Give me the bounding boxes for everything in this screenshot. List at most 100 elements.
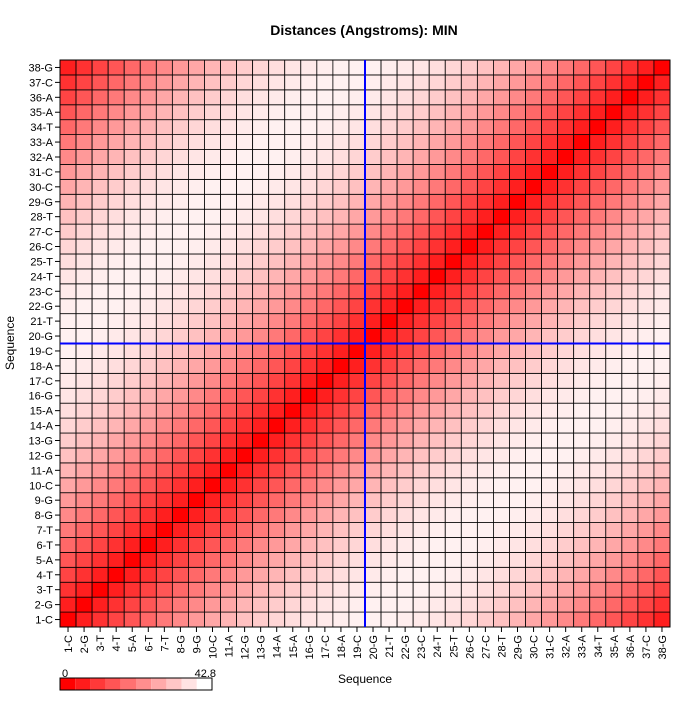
heatmap-cell: [412, 193, 430, 210]
heatmap-cell: [155, 164, 173, 180]
heatmap-cell: [284, 283, 302, 300]
x-tick-label: 13-G: [256, 635, 268, 659]
heatmap-cell: [332, 283, 350, 300]
heatmap-cell: [396, 328, 414, 344]
heatmap-cell: [171, 283, 189, 300]
heatmap-cell: [204, 223, 221, 240]
heatmap-cell: [509, 104, 526, 121]
heatmap-cell: [107, 372, 125, 389]
heatmap-cell: [444, 193, 462, 210]
heatmap-cell: [493, 507, 510, 523]
heatmap-cell: [348, 328, 366, 344]
heatmap-cell: [348, 89, 366, 106]
heatmap-cell: [653, 193, 671, 210]
heatmap-cell: [380, 119, 398, 136]
y-tick-label: 7-T: [37, 525, 54, 537]
heatmap-cell: [139, 551, 157, 568]
heatmap-cell: [348, 283, 366, 300]
heatmap-cell: [412, 119, 430, 136]
heatmap-cell: [637, 432, 655, 449]
heatmap-cell: [525, 477, 542, 494]
y-tick-label: 2-G: [35, 600, 53, 612]
heatmap-cell: [59, 164, 77, 180]
x-tick-label: 31-C: [545, 635, 557, 659]
heatmap-cell: [605, 402, 623, 419]
heatmap-cell: [412, 507, 430, 523]
heatmap-cell: [332, 298, 350, 315]
heatmap-cell: [396, 193, 414, 210]
heatmap-cell: [348, 149, 366, 165]
heatmap-cell: [284, 208, 302, 225]
heatmap-cell: [188, 193, 205, 210]
x-tick-label: 20-G: [368, 635, 380, 659]
heatmap-cell: [332, 134, 350, 150]
heatmap-cell: [204, 372, 221, 389]
heatmap-cell: [412, 581, 430, 598]
heatmap-cell: [188, 223, 205, 240]
heatmap-cell: [59, 59, 77, 76]
heatmap-cell: [541, 402, 559, 419]
colorbar-swatch: [105, 678, 121, 690]
heatmap-cell: [525, 298, 542, 315]
heatmap-cell: [236, 298, 254, 315]
heatmap-cell: [525, 447, 542, 464]
heatmap-cell: [621, 313, 639, 329]
heatmap-cell: [621, 59, 639, 76]
heatmap-cell: [155, 268, 173, 285]
heatmap-cell: [653, 358, 671, 374]
heatmap-cell: [300, 223, 318, 240]
heatmap-cell: [220, 402, 237, 419]
heatmap-cell: [300, 596, 318, 613]
heatmap-cell: [348, 178, 366, 195]
heatmap-cell: [75, 343, 93, 359]
heatmap-cell: [188, 134, 205, 150]
heatmap-cell: [188, 462, 205, 479]
heatmap-cell: [155, 492, 173, 509]
heatmap-cell: [557, 447, 575, 464]
heatmap-cell: [91, 104, 109, 121]
heatmap-cell: [123, 89, 141, 106]
heatmap-cell: [59, 253, 77, 270]
heatmap-cell: [188, 164, 205, 180]
heatmap-cell: [412, 358, 430, 374]
heatmap-cell: [364, 119, 382, 136]
heatmap-cell: [525, 238, 542, 255]
heatmap-cell: [653, 119, 671, 136]
heatmap-cell: [171, 328, 189, 344]
heatmap-cell: [444, 223, 462, 240]
heatmap-cell: [171, 372, 189, 389]
heatmap-cell: [364, 447, 382, 464]
heatmap-cell: [284, 581, 302, 598]
heatmap-cell: [589, 596, 607, 613]
heatmap-cell: [493, 313, 510, 329]
heatmap-cell: [605, 492, 623, 509]
heatmap-cell: [332, 313, 350, 329]
heatmap-cell: [589, 462, 607, 479]
heatmap-cell: [460, 193, 478, 210]
heatmap-cell: [621, 178, 639, 195]
heatmap-cell: [589, 164, 607, 180]
heatmap-cell: [637, 358, 655, 374]
heatmap-cell: [573, 492, 591, 509]
heatmap-cell: [380, 283, 398, 300]
heatmap-cell: [155, 223, 173, 240]
heatmap-cell: [220, 178, 237, 195]
heatmap-cell: [605, 313, 623, 329]
heatmap-cell: [268, 432, 286, 449]
heatmap-cell: [139, 492, 157, 509]
heatmap-cell: [348, 507, 366, 523]
x-tick-label: 30-C: [529, 635, 541, 659]
heatmap-cell: [268, 313, 286, 329]
heatmap-cell: [155, 387, 173, 404]
heatmap-cell: [444, 522, 462, 538]
heatmap-cell: [589, 372, 607, 389]
heatmap-cell: [541, 447, 559, 464]
heatmap-cell: [605, 537, 623, 553]
heatmap-cell: [171, 89, 189, 106]
heatmap-cell: [59, 611, 77, 628]
heatmap-cell: [412, 89, 430, 106]
heatmap-cell: [525, 596, 542, 613]
heatmap-cell: [541, 104, 559, 121]
colorbar-swatch: [166, 678, 182, 690]
